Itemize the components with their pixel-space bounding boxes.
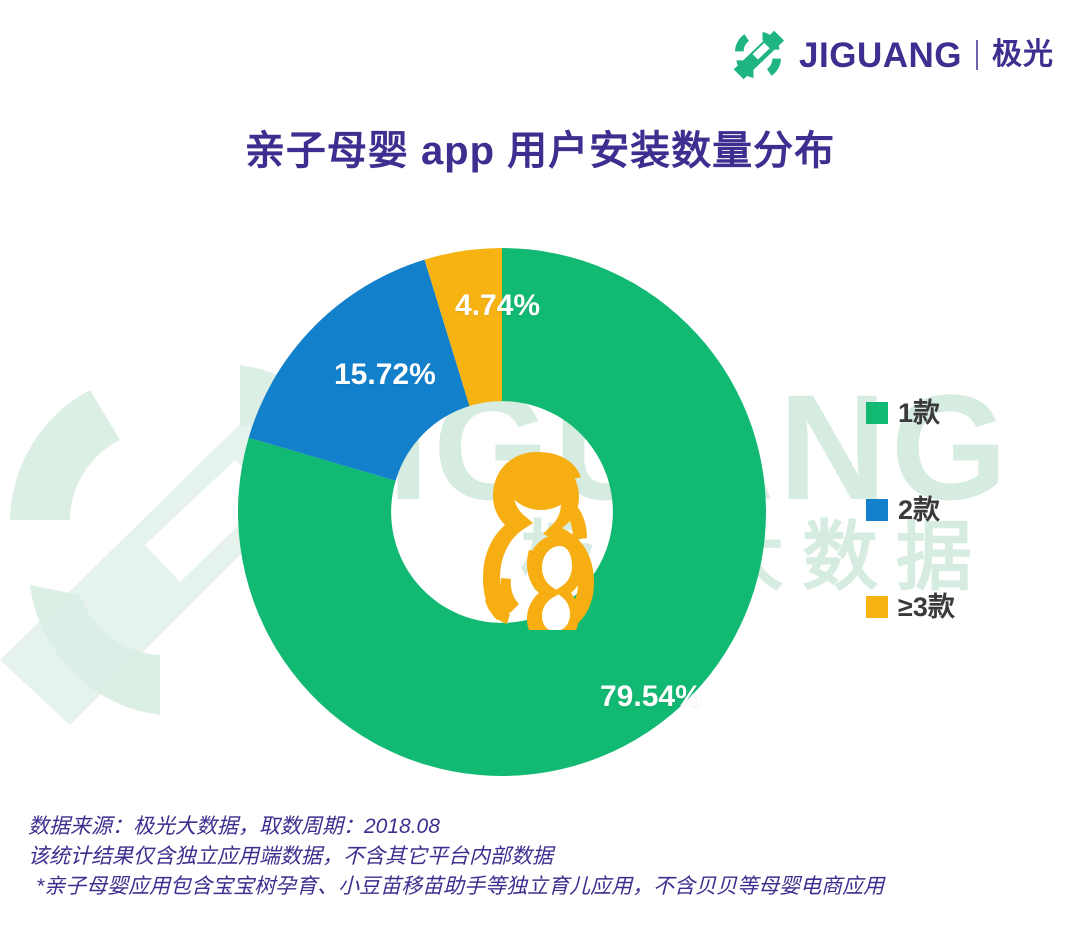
slice-label-2: 15.72% <box>334 358 436 391</box>
jiguang-logo-icon <box>733 30 785 80</box>
legend-swatch-icon-2 <box>866 499 888 521</box>
footnote-line-2: 该统计结果仅含独立应用端数据，不含其它平台内部数据 <box>28 845 553 868</box>
chart-legend: 1款 2款 ≥3款 <box>866 398 955 622</box>
footnote-line-1: 数据来源：极光大数据，取数周期：2018.08 <box>28 815 440 838</box>
legend-item-2[interactable]: 2款 <box>866 495 955 525</box>
donut-slice-3[interactable] <box>424 248 502 407</box>
slice-label-3: 4.74% <box>455 289 541 322</box>
brand-chinese-name: 极光 <box>992 38 1054 71</box>
legend-label-1: 1款 <box>898 397 941 428</box>
legend-item-3[interactable]: ≥3款 <box>866 592 955 622</box>
legend-swatch-icon-3 <box>866 596 888 618</box>
mother-and-baby-icon <box>483 452 594 630</box>
legend-item-1[interactable]: 1款 <box>866 398 955 428</box>
brand-logo: JIGUANG 极光 <box>731 28 1054 82</box>
legend-swatch-icon-1 <box>866 402 888 424</box>
footnotes: 数据来源：极光大数据，取数周期：2018.08 该统计结果仅含独立应用端数据，不… <box>28 812 884 902</box>
brand-wordmark: JIGUANG <box>799 35 962 75</box>
legend-label-2: 2款 <box>898 494 941 525</box>
slice-label-1: 79.54% <box>600 680 702 713</box>
page-title: 亲子母婴 app 用户安装数量分布 <box>244 129 836 173</box>
brand-divider <box>976 40 978 70</box>
legend-label-3: ≥3款 <box>898 591 955 622</box>
footnote-line-3: *亲子母婴应用包含宝宝树孕育、小豆苗移苗助手等独立育儿应用，不含贝贝等母婴电商应… <box>36 875 885 898</box>
